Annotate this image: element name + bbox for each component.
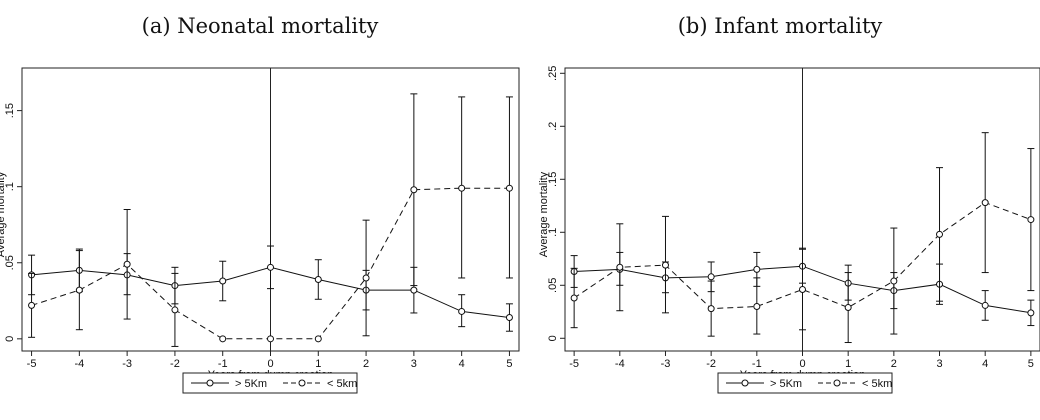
series-lt-5km-point bbox=[362, 274, 370, 282]
series-lt-5km-point bbox=[753, 302, 761, 310]
y-tick-label: .25 bbox=[547, 66, 559, 81]
legend-marker bbox=[206, 379, 214, 387]
legend-box bbox=[717, 372, 893, 394]
x-tick-label: -4 bbox=[74, 358, 84, 370]
series-lt-5km-point bbox=[75, 286, 83, 294]
y-axis-label: Average mortality bbox=[0, 171, 7, 257]
x-tick-label: 4 bbox=[459, 358, 465, 370]
x-tick-label: 5 bbox=[506, 358, 512, 370]
series-gt-5km-point bbox=[410, 286, 418, 294]
panel-b-title: (b) Infant mortality bbox=[677, 14, 883, 38]
series-lt-5km-point bbox=[570, 294, 578, 302]
x-tick-label: -1 bbox=[752, 358, 762, 370]
x-tick-label: 3 bbox=[936, 358, 942, 370]
series-lt-5km-point bbox=[890, 277, 898, 285]
legend-box bbox=[182, 372, 358, 394]
series-gt-5km-point bbox=[753, 265, 761, 273]
x-tick-label: 0 bbox=[799, 358, 805, 370]
legend-label: > 5Km bbox=[770, 378, 802, 390]
x-tick-label: 4 bbox=[982, 358, 988, 370]
y-tick-label: .2 bbox=[547, 122, 559, 131]
legend-marker bbox=[833, 379, 841, 387]
y-tick-label: 0 bbox=[547, 335, 559, 341]
y-tick-label: .1 bbox=[547, 228, 559, 237]
y-axis-label: Average mortality bbox=[538, 171, 550, 257]
series-lt-5km-point bbox=[505, 184, 513, 192]
y-tick-label: .15 bbox=[4, 103, 16, 118]
x-tick-label: -2 bbox=[706, 358, 716, 370]
series-lt-5km-point bbox=[314, 335, 322, 343]
x-tick-label: -1 bbox=[218, 358, 228, 370]
legend: > 5Km < 5km bbox=[182, 372, 358, 394]
legend-label: < 5km bbox=[862, 378, 892, 390]
x-tick-label: 0 bbox=[267, 358, 273, 370]
series-lt-5km-point bbox=[616, 263, 624, 271]
series-lt-5km-point bbox=[123, 260, 131, 268]
x-tick-label: 2 bbox=[891, 358, 897, 370]
series-lt-5km-point bbox=[1027, 216, 1035, 224]
series-lt-5km-point bbox=[936, 230, 944, 238]
series-lt-5km-point bbox=[844, 304, 852, 312]
series-lt-5km-point bbox=[707, 305, 715, 313]
legend-marker bbox=[741, 379, 749, 387]
x-tick-label: -3 bbox=[122, 358, 132, 370]
x-tick-label: 2 bbox=[363, 358, 369, 370]
series-gt-5km-point bbox=[1027, 309, 1035, 317]
y-tick-label: 0 bbox=[4, 336, 16, 342]
series-lt-5km-point bbox=[799, 286, 806, 294]
x-tick-label: -3 bbox=[661, 358, 671, 370]
series-lt-5km-point bbox=[458, 184, 466, 192]
series-lt-5km-point bbox=[28, 301, 36, 309]
series-gt-5km-point bbox=[458, 307, 466, 315]
series-gt-5km-point bbox=[505, 314, 513, 322]
x-tick-label: -2 bbox=[170, 358, 180, 370]
y-tick-label: .05 bbox=[547, 278, 559, 293]
x-tick-label: -5 bbox=[569, 358, 579, 370]
series-gt-5km-point bbox=[267, 263, 274, 271]
series-lt-5km-point bbox=[981, 199, 989, 207]
panel-a-title: (a) Neonatal mortality bbox=[141, 14, 379, 38]
x-tick-label: -4 bbox=[615, 358, 625, 370]
plot-area bbox=[28, 93, 513, 347]
series-gt-5km-point bbox=[981, 301, 989, 309]
x-tick-label: 1 bbox=[845, 358, 851, 370]
legend-label: > 5Km bbox=[235, 378, 267, 390]
series-gt-5km-point bbox=[707, 273, 715, 281]
series-lt-5km-point bbox=[267, 335, 274, 343]
legend: > 5Km < 5km bbox=[717, 372, 893, 394]
series-lt-5km-line bbox=[573, 202, 1032, 310]
series-gt-5km-point bbox=[314, 275, 322, 283]
series-lt-5km-point bbox=[661, 261, 669, 269]
legend-marker bbox=[298, 379, 306, 387]
y-tick-label: .05 bbox=[4, 255, 16, 270]
y-tick-label: .1 bbox=[4, 182, 16, 191]
legend-label: < 5km bbox=[327, 378, 357, 390]
x-tick-label: 5 bbox=[1028, 358, 1034, 370]
y-tick-label: .15 bbox=[547, 172, 559, 187]
series-lt-5km-point bbox=[219, 335, 227, 343]
series-lt-5km-point bbox=[171, 306, 179, 314]
x-tick-label: 1 bbox=[315, 358, 321, 370]
series-lt-5km-point bbox=[410, 186, 418, 194]
x-tick-label: 3 bbox=[411, 358, 417, 370]
plot-area bbox=[570, 132, 1035, 344]
x-tick-label: -5 bbox=[27, 358, 37, 370]
series-gt-5km-point bbox=[219, 277, 227, 285]
